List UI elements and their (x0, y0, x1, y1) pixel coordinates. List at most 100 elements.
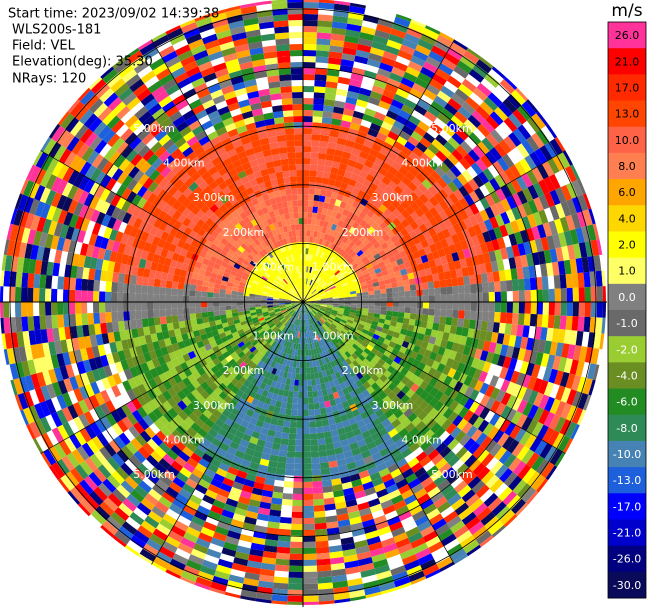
radar-gate (595, 317, 602, 333)
radar-gate (142, 318, 149, 327)
radar-gate (189, 308, 195, 314)
radar-gate (470, 311, 477, 320)
radar-gate (513, 291, 519, 302)
radar-gate (287, 445, 295, 452)
radar-gate (434, 288, 441, 296)
radar-gate (428, 288, 435, 295)
radar-gate (291, 530, 303, 536)
radar-gate (196, 285, 203, 291)
radar-gate (432, 273, 439, 281)
radar-gate (364, 70, 378, 79)
radar-gate (363, 302, 369, 305)
radar-gate (477, 302, 483, 311)
radar-gate (317, 438, 325, 445)
radar-gate (277, 419, 284, 426)
radar-gate (159, 294, 165, 302)
radar-gate (501, 291, 507, 302)
radar-gate (316, 171, 323, 178)
radar-gate (273, 582, 288, 589)
radar-gate (307, 386, 312, 392)
radar-gate (303, 224, 307, 230)
radar-gate (293, 488, 303, 494)
radar-gate (303, 422, 310, 428)
radar-gate (213, 288, 220, 293)
radar-gate (195, 296, 201, 302)
radar-gate (457, 277, 464, 286)
radar-gate (294, 464, 303, 470)
radar-gate (177, 289, 183, 296)
radar-gate (524, 314, 531, 326)
radar-gate (81, 313, 88, 325)
radar-gate (291, 409, 297, 415)
radar-gate (317, 576, 332, 583)
radar-gate (178, 315, 185, 322)
radar-gate (321, 123, 331, 130)
radar-gate (381, 306, 387, 311)
radar-gate (287, 451, 295, 458)
radar-gate (317, 432, 325, 439)
radar-gate (87, 291, 93, 302)
radar-gate (303, 596, 319, 602)
radar-gate (3, 271, 10, 287)
radar-gate (312, 122, 322, 129)
radar-gate (573, 302, 579, 316)
radar-gate (135, 293, 141, 302)
radar-gate (310, 427, 317, 434)
radar-gate (296, 434, 303, 440)
radar-gate (458, 310, 465, 319)
radar-gate (319, 147, 328, 154)
radar-gate (322, 117, 332, 124)
radar-gate (75, 314, 82, 326)
radar-gate (15, 272, 22, 287)
radar-gate (296, 428, 303, 434)
radar-gate (303, 578, 318, 584)
radar-gate (316, 541, 329, 548)
radar-gate (445, 279, 452, 287)
radar-gate (279, 450, 288, 457)
radar-gate (549, 289, 555, 302)
radar-gate (189, 296, 195, 302)
radar-gate (208, 311, 215, 317)
radar-gate (303, 482, 313, 488)
radar-gate (543, 302, 549, 315)
radar-gate (530, 314, 537, 327)
radar-gate (99, 302, 105, 313)
radar-gate (324, 166, 332, 173)
radar-gate (298, 392, 303, 398)
radar-gate (310, 170, 317, 177)
radar-gate (411, 296, 417, 302)
radar-gate (111, 282, 118, 292)
radar-gate (440, 309, 447, 317)
radar-gate (141, 302, 147, 310)
radar-gate (470, 284, 477, 293)
radar-gate (426, 322, 433, 330)
radar-gate (129, 512, 144, 525)
radar-gate (387, 302, 393, 307)
radar-gate (207, 297, 213, 302)
radar-gate (27, 316, 34, 331)
radar-gate (172, 315, 179, 322)
radar-gate (295, 452, 303, 458)
radar-gate (447, 76, 462, 89)
radar-gate (386, 311, 393, 316)
radar-gate (317, 159, 325, 166)
radar-gate (225, 298, 231, 302)
radar-gate (39, 288, 45, 302)
radar-gate (153, 310, 160, 318)
radar-gate (483, 292, 489, 302)
radar-gate (296, 362, 300, 368)
radar-gate (303, 428, 310, 434)
radar-gate (295, 368, 299, 374)
radar-gate (429, 302, 435, 309)
radar-gate (318, 153, 326, 160)
radar-gate (548, 315, 555, 328)
radar-gate (427, 281, 434, 288)
radar-gate (153, 302, 159, 310)
radar-gate (603, 286, 606, 302)
radar-gate (312, 212, 317, 219)
radar-gate (207, 307, 213, 312)
radar-gate (452, 286, 459, 294)
radar-gate (369, 302, 375, 306)
radar-gate (93, 291, 99, 302)
radar-gate (0, 302, 3, 318)
